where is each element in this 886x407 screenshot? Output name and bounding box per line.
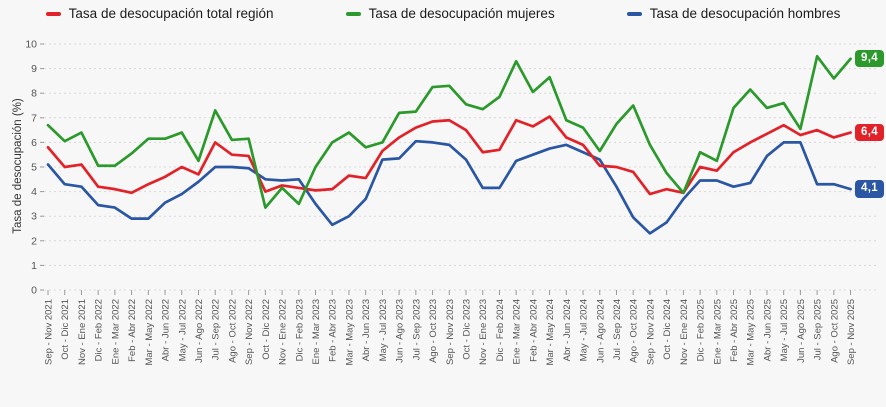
x-tick-label: Ene - Mar 2024 [512,299,523,364]
y-tick-label: 6 [31,137,37,149]
x-tick-label: Nov - Ene 2024 [679,299,690,365]
x-tick-label: Sep - Nov 2025 [846,299,857,365]
x-tick-label: Sep - Nov 2023 [445,299,456,365]
x-tick-label: Feb - Abr 2025 [729,299,740,362]
legend-label-mujeres: Tasa de desocupación mujeres [368,6,555,21]
series-line-mujeres[interactable] [46,54,852,209]
y-tick-label: 0 [31,285,37,297]
x-tick-label: Jul - Sep 2025 [813,299,824,360]
x-tick-label: Ene - Mar 2023 [311,299,322,364]
x-tick-label: Jun - Ago 2024 [595,299,606,363]
x-tick-label: Feb - Abr 2023 [328,299,339,362]
series-line-total-region[interactable] [46,115,852,196]
y-tick-label: 7 [31,112,37,124]
y-tick-label: 1 [31,260,37,272]
x-tick-label: May - Jul 2022 [177,299,188,361]
x-tick-label: Mar - May 2024 [545,299,556,366]
legend-item-mujeres[interactable]: Tasa de desocupación mujeres [345,6,555,21]
x-tick-label: Oct - Dic 2024 [662,299,673,360]
x-tick-label: Ago - Oct 2023 [428,299,439,363]
x-tick-label: Dic - Feb 2024 [495,299,506,361]
x-tick-label: Ago - Oct 2022 [227,299,238,363]
x-tick-label: Abr - Jun 2023 [361,299,372,361]
legend-dash-icon-hombres [626,11,642,16]
x-tick-label: Ago - Oct 2024 [629,299,640,363]
x-tick-label: Nov - Ene 2023 [478,299,489,365]
end-value-badge-total-region: 6,4 [855,123,884,142]
x-tick-label: Oct - Dic 2021 [60,299,71,360]
x-tick-label: Nov - Ene 2021 [77,299,88,365]
x-tick-label: Feb - Abr 2022 [127,299,138,362]
x-tick-label: Feb - Abr 2024 [528,299,539,362]
x-tick-label: Jul - Sep 2024 [612,299,623,360]
x-tick-label: Dic - Feb 2022 [94,299,105,361]
legend-item-hombres[interactable]: Tasa de desocupación hombres [626,6,841,21]
x-tick-label: Ene - Mar 2022 [110,299,121,364]
y-tick-label: 9 [31,63,37,75]
x-tick-label: Dic - Feb 2025 [696,299,707,361]
x-tick-label: Ene - Mar 2025 [712,299,723,364]
y-tick-label: 4 [31,186,37,198]
x-tick-label: Sep - Nov 2024 [645,299,656,365]
x-tick-label: Oct - Dic 2022 [261,299,272,360]
chart-legend: Tasa de desocupación total región Tasa d… [0,6,886,21]
x-tick-label: Abr - Jun 2024 [562,299,573,361]
y-tick-label: 3 [31,211,37,223]
x-tick-label: Ago - Oct 2025 [829,299,840,363]
x-tick-label: May - Jul 2025 [779,299,790,361]
x-tick-label: Jun - Ago 2022 [194,299,205,363]
x-tick-label: Dic - Feb 2023 [294,299,305,361]
series-line-hombres[interactable] [46,139,852,235]
x-tick-label: May - Jul 2024 [579,299,590,361]
x-tick-label: Jul - Sep 2022 [211,299,222,360]
x-tick-label: Abr - Jun 2022 [161,299,172,361]
x-tick-label: May - Jul 2023 [378,299,389,361]
x-tick-label: Sep - Nov 2021 [44,299,55,365]
end-value-badge-hombres: 4,1 [855,180,884,198]
end-value-badge-mujeres: 9,4 [855,49,884,68]
x-tick-label: Abr - Jun 2025 [762,299,773,361]
legend-label-total-region: Tasa de desocupación total región [68,6,274,21]
y-tick-label: 5 [31,162,37,174]
x-tick-label: Sep - Nov 2022 [244,299,255,365]
x-tick-label: Jun - Ago 2025 [796,299,807,363]
x-tick-label: Jun - Ago 2023 [395,299,406,363]
y-tick-label: 2 [31,235,37,247]
x-tick-label: Jul - Sep 2023 [411,299,422,360]
legend-dash-icon-mujeres [345,11,361,16]
x-tick-label: Mar - May 2025 [746,299,757,366]
x-tick-label: Nov - Ene 2022 [278,299,289,365]
legend-label-hombres: Tasa de desocupación hombres [649,6,841,21]
legend-item-total-region[interactable]: Tasa de desocupación total región [45,6,274,21]
x-tick-label: Oct - Dic 2023 [462,299,473,360]
legend-dash-icon-total-region [45,11,61,16]
x-tick-label: Mar - May 2023 [344,299,355,366]
y-tick-label: 10 [25,39,37,51]
x-tick-label: Mar - May 2022 [144,299,155,366]
y-tick-label: 8 [31,88,37,100]
